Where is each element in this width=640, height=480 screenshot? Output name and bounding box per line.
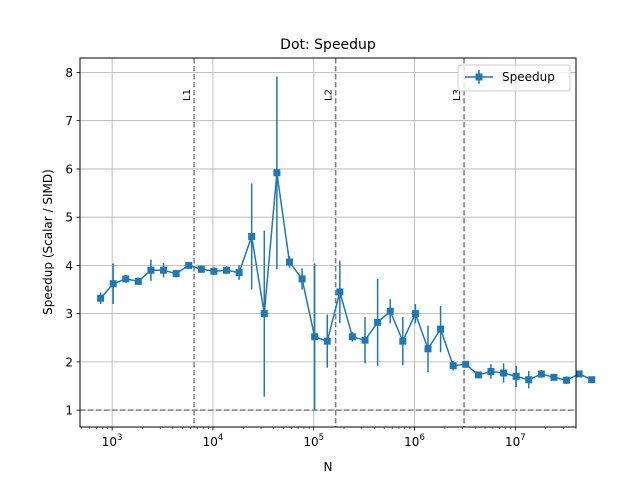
x-axis-label: N: [324, 460, 333, 474]
x-tick-base: 10: [303, 435, 318, 449]
data-point-marker: [172, 270, 180, 278]
y-tick-label: 7: [65, 114, 73, 128]
x-tick-label: 105: [303, 433, 324, 449]
data-point-marker: [336, 288, 344, 296]
y-tick-label: 3: [65, 307, 73, 321]
data-point-marker: [298, 275, 306, 283]
legend: Speedup: [457, 64, 571, 92]
data-point-marker: [235, 269, 243, 277]
data-point-marker: [487, 368, 495, 376]
x-tick-exponent: 6: [419, 433, 424, 443]
x-tick-exponent: 4: [218, 433, 223, 443]
data-point-marker: [223, 266, 231, 274]
x-tick-base: 10: [505, 435, 520, 449]
data-point-marker: [311, 333, 319, 341]
x-tick-exponent: 3: [117, 433, 122, 443]
data-point-marker: [575, 370, 583, 378]
y-tick-label: 2: [65, 355, 73, 369]
data-point-marker: [260, 310, 268, 318]
y-axis-label: Speedup (Scalar / SIMD): [41, 169, 55, 315]
cache-line-label: L1: [182, 89, 193, 101]
data-point-marker: [109, 280, 117, 288]
data-point-marker: [474, 371, 482, 379]
grid-lines: [80, 58, 576, 427]
data-point-marker: [525, 376, 533, 384]
cache-line-label: L3: [452, 89, 463, 101]
data-point-marker: [273, 169, 281, 177]
y-tick-label: 5: [65, 211, 73, 225]
data-point-marker: [210, 267, 218, 275]
data-point-marker: [348, 333, 356, 341]
data-point-marker: [462, 360, 470, 368]
data-point-marker: [537, 370, 545, 378]
data-point-marker: [323, 337, 331, 345]
x-tick-label: 104: [203, 433, 224, 449]
x-tick-exponent: 7: [520, 433, 525, 443]
series-line: [100, 172, 593, 382]
data-point-marker: [122, 275, 130, 283]
data-point-marker: [399, 337, 407, 345]
legend-label: Speedup: [502, 70, 555, 84]
data-point-marker: [160, 266, 168, 274]
data-point-marker: [147, 266, 155, 274]
data-point-marker: [374, 318, 382, 326]
legend-box: [457, 64, 571, 92]
data-point-marker: [386, 307, 394, 315]
cache-line-label: L2: [324, 89, 335, 101]
data-point-marker: [588, 376, 596, 384]
x-tick-base: 10: [102, 435, 117, 449]
data-point-marker: [285, 258, 293, 266]
y-tick-label: 6: [65, 162, 73, 176]
data-point-marker: [449, 362, 457, 370]
data-point-marker: [134, 277, 142, 285]
x-tick-base: 10: [404, 435, 419, 449]
data-point-marker: [512, 372, 520, 380]
data-point-marker: [424, 345, 432, 353]
data-point-marker: [248, 232, 256, 240]
chart-title: Dot: Speedup: [280, 37, 376, 53]
plot-series: [97, 76, 596, 411]
x-tick-label: 103: [102, 433, 123, 449]
x-tick-exponent: 5: [319, 433, 324, 443]
legend-marker: [475, 73, 483, 81]
x-tick-label: 106: [404, 433, 425, 449]
data-point-marker: [185, 261, 193, 269]
data-point-marker: [500, 369, 508, 377]
y-tick-label: 4: [65, 259, 73, 273]
data-point-marker: [411, 310, 419, 318]
y-tick-label: 8: [65, 66, 73, 80]
data-point-marker: [197, 265, 205, 273]
data-point-marker: [97, 294, 105, 302]
data-point-marker: [437, 325, 445, 333]
x-tick-label: 107: [505, 433, 526, 449]
data-point-marker: [563, 376, 571, 384]
plot-area-frame: [79, 57, 577, 428]
data-point-marker: [361, 336, 369, 344]
data-point-marker: [550, 373, 558, 381]
y-tick-label: 1: [65, 404, 73, 418]
x-tick-base: 10: [203, 435, 218, 449]
